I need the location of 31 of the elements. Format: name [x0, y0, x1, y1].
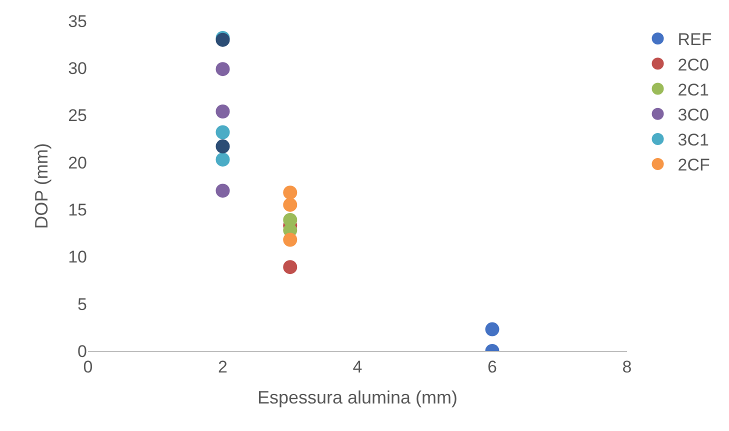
point: [485, 322, 500, 336]
y-tick-label: 30: [68, 59, 87, 78]
point: [216, 152, 230, 167]
point: [216, 139, 230, 154]
x-tick-label: 8: [622, 357, 632, 376]
legend-label: 3C1: [678, 130, 709, 150]
y-axis-title: DOP (mm): [31, 143, 52, 229]
point: [216, 184, 230, 198]
legend-label: 2C1: [678, 80, 709, 100]
x-tick-label: 4: [352, 357, 362, 376]
y-tick-label: 25: [68, 106, 87, 126]
point: [283, 260, 298, 274]
x-tick-label: 6: [488, 357, 497, 376]
point: [216, 62, 230, 76]
legend-label: 2C0: [678, 55, 709, 74]
legend-label: 3C0: [678, 105, 709, 124]
point: [216, 125, 230, 140]
point: [283, 232, 298, 247]
x-tick-label: 2: [218, 357, 228, 376]
legend-label: 2CF: [678, 156, 710, 175]
point: [283, 198, 298, 212]
y-tick-label: 15: [68, 200, 87, 220]
y-tick-label: 35: [68, 12, 87, 31]
y-tick-label: 20: [68, 153, 87, 172]
y-tick-label: 0: [78, 342, 87, 361]
point: [216, 104, 230, 119]
legend-label: REF: [678, 30, 712, 50]
x-axis-title: Espessura alumina (mm): [257, 388, 458, 408]
point: [283, 186, 298, 200]
y-tick-label: 5: [78, 294, 87, 314]
y-tick-label: 10: [68, 248, 87, 267]
